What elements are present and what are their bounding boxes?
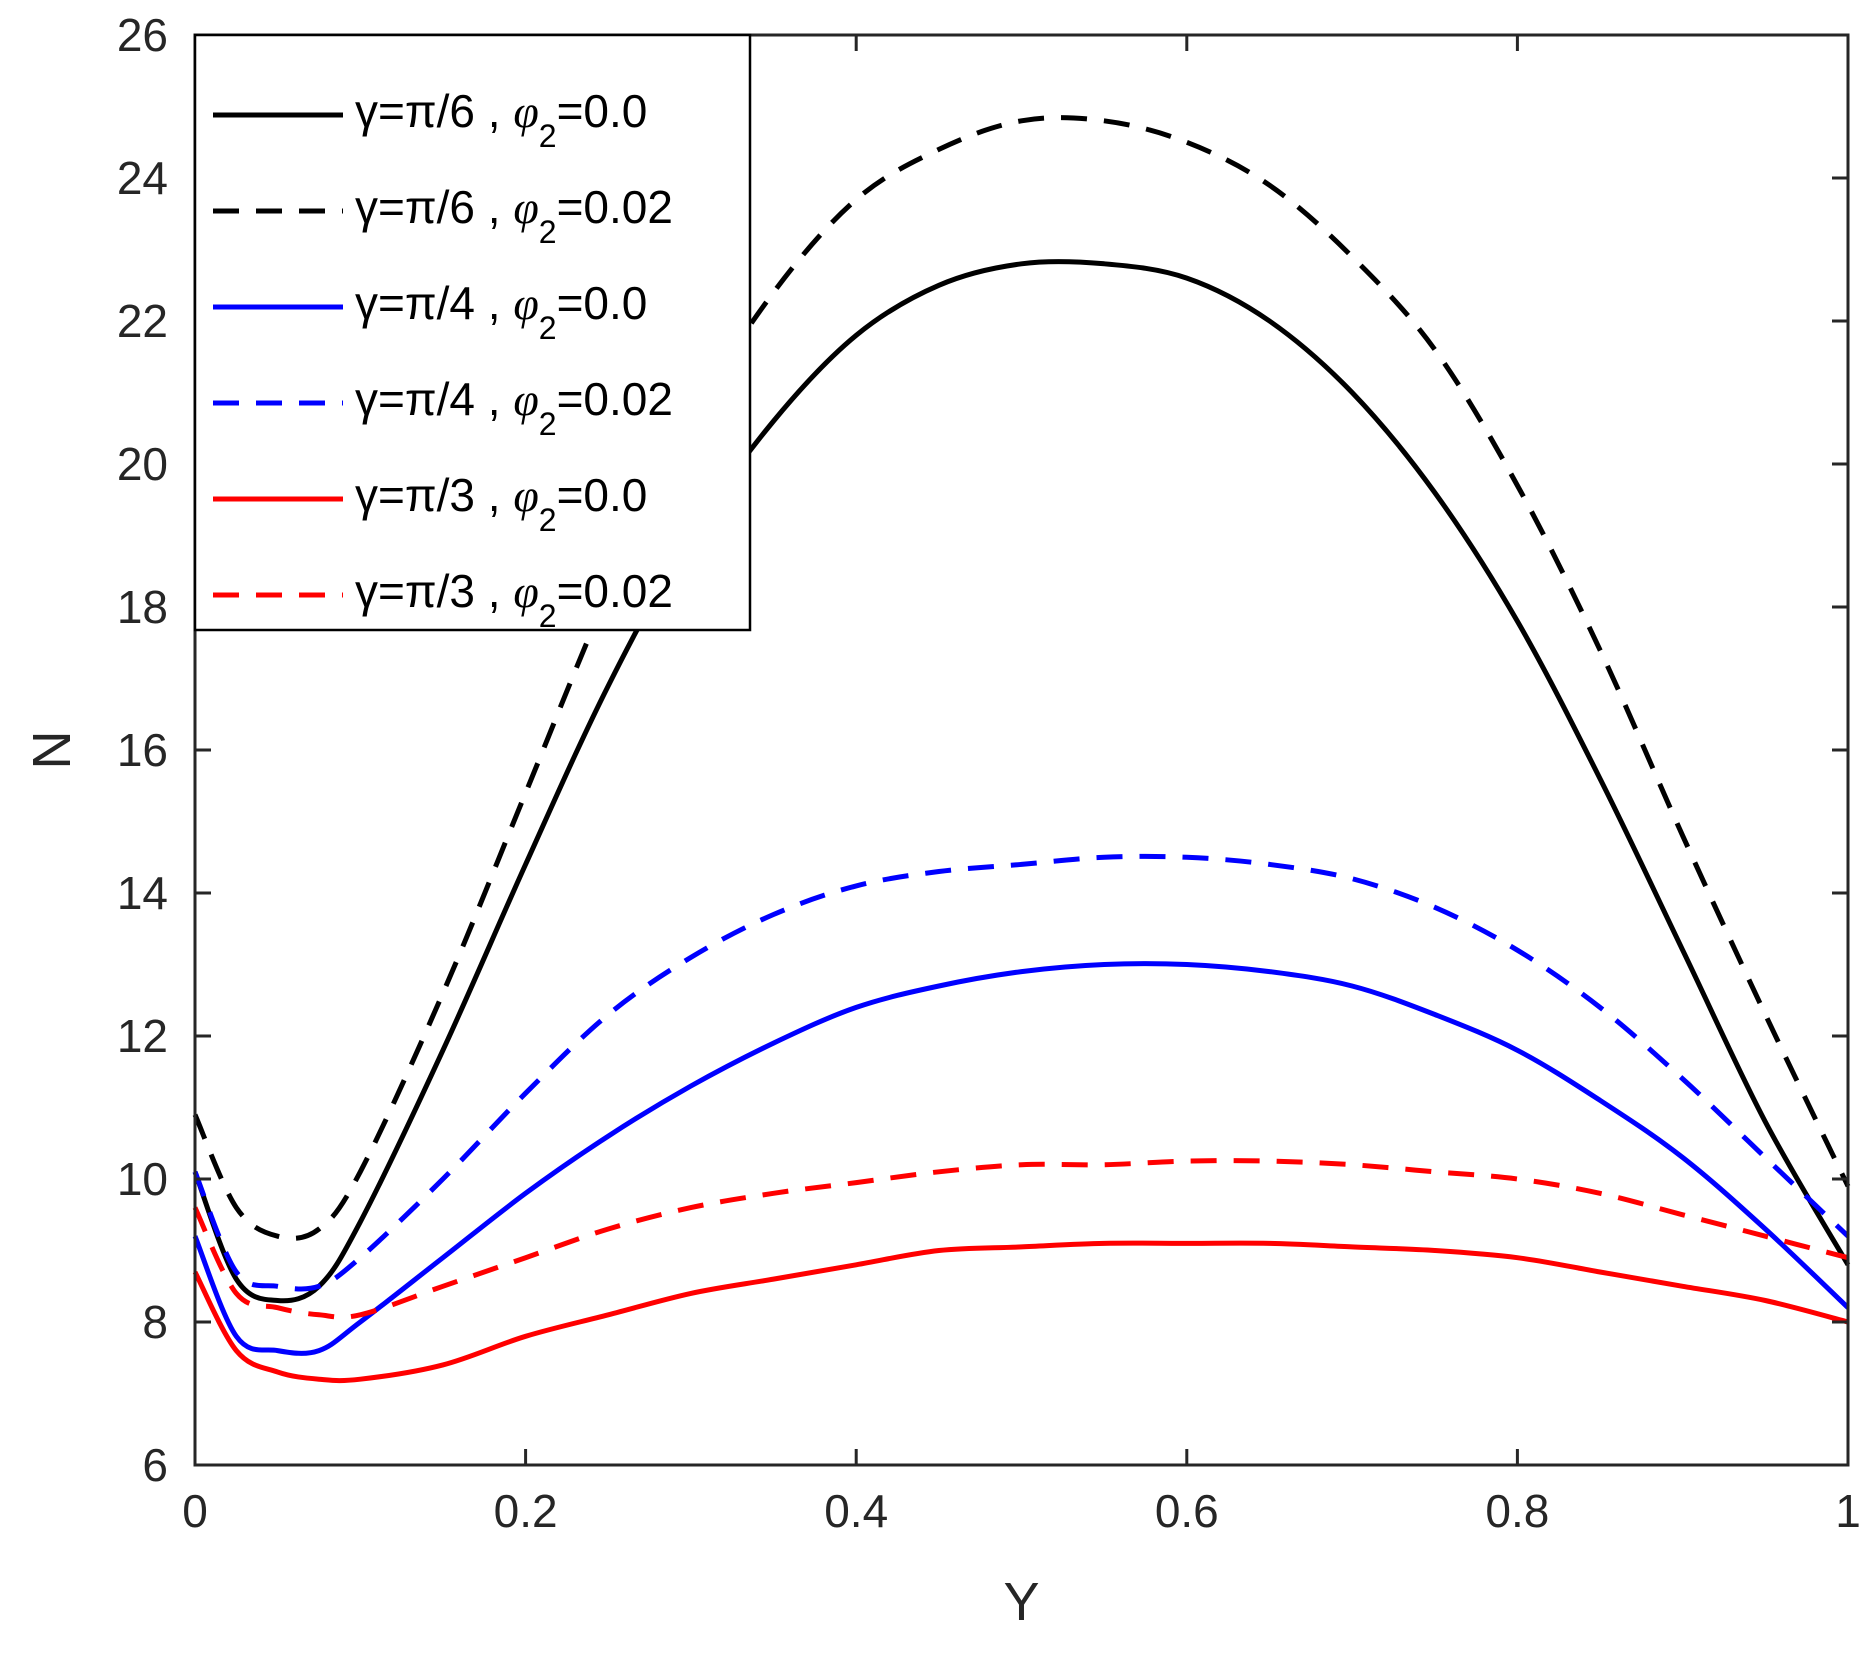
legend-phi-value: =0.02	[557, 373, 673, 425]
legend-entry-6: γ=π/3 , φ2=0.02	[355, 565, 673, 634]
legend-entry-3: γ=π/4 , φ2=0.0	[355, 277, 647, 346]
legend-entry-4: γ=π/4 , φ2=0.02	[355, 373, 673, 442]
legend-gamma-text: γ=π/6	[355, 85, 475, 137]
y-axis-label: N	[22, 731, 82, 770]
legend-gamma-text: γ=π/3	[355, 565, 475, 617]
legend-phi-value: =0.0	[557, 85, 648, 137]
y-tick-label: 10	[117, 1153, 168, 1205]
legend-phi-symbol: φ	[513, 470, 538, 521]
legend-phi-subscript: 2	[539, 502, 557, 538]
x-tick-label: 1	[1835, 1485, 1861, 1537]
x-tick-label: 0.2	[494, 1485, 558, 1537]
legend-phi-symbol: φ	[513, 566, 538, 617]
legend-entry-5: γ=π/3 , φ2=0.0	[355, 469, 647, 538]
legend-box	[193, 33, 752, 632]
legend: γ=π/6 , φ2=0.0 γ=π/6 , φ2=0.02 γ=π/4 , φ2=…	[193, 33, 752, 634]
legend-phi-value: =0.02	[557, 565, 673, 617]
legend-gamma-text: γ=π/4	[355, 373, 475, 425]
series-line-2	[192, 115, 1851, 1241]
series-line-6	[192, 1158, 1849, 1320]
legend-phi-subscript: 2	[539, 598, 557, 634]
legend-phi-subscript: 2	[539, 118, 557, 154]
legend-phi-value: =0.0	[557, 469, 648, 521]
legend-phi-symbol: φ	[513, 86, 538, 137]
y-tick-label: 14	[117, 867, 168, 919]
x-tick-label: 0.8	[1485, 1485, 1549, 1537]
legend-phi-subscript: 2	[539, 310, 557, 346]
legend-gamma-text: γ=π/4	[355, 277, 475, 329]
y-tick-label: 8	[142, 1296, 168, 1348]
y-tick-label: 26	[117, 9, 168, 61]
legend-phi-subscript: 2	[539, 406, 557, 442]
y-tick-label: 24	[117, 152, 168, 204]
x-tick-label: 0	[182, 1485, 208, 1537]
y-tick-label: 16	[117, 724, 168, 776]
x-tick-label: 0.4	[824, 1485, 888, 1537]
legend-phi-subscript: 2	[539, 214, 557, 250]
series-line-4	[192, 853, 1850, 1292]
series-line-5	[192, 1240, 1849, 1384]
y-tick-label: 22	[117, 295, 168, 347]
legend-phi-value: =0.0	[557, 277, 648, 329]
series-layer	[192, 115, 1851, 1384]
series-line-1	[192, 259, 1851, 1304]
legend-gamma-text: γ=π/3	[355, 469, 475, 521]
legend-phi-value: =0.02	[557, 181, 673, 233]
legend-phi-symbol: φ	[513, 374, 538, 425]
y-tick-label: 6	[142, 1439, 168, 1491]
legend-phi-symbol: φ	[513, 182, 538, 233]
y-tick-label: 12	[117, 1010, 168, 1062]
legend-gamma-text: γ=π/6	[355, 181, 475, 233]
x-tick-label: 0.6	[1155, 1485, 1219, 1537]
x-axis-label: Y	[1003, 1572, 1039, 1632]
y-tick-label: 18	[117, 581, 168, 633]
series-line-3	[192, 961, 1850, 1356]
legend-entry-2: γ=π/6 , φ2=0.02	[355, 181, 673, 250]
legend-entry-1: γ=π/6 , φ2=0.0	[355, 85, 647, 154]
legend-phi-symbol: φ	[513, 278, 538, 329]
y-tick-label: 20	[117, 438, 168, 490]
